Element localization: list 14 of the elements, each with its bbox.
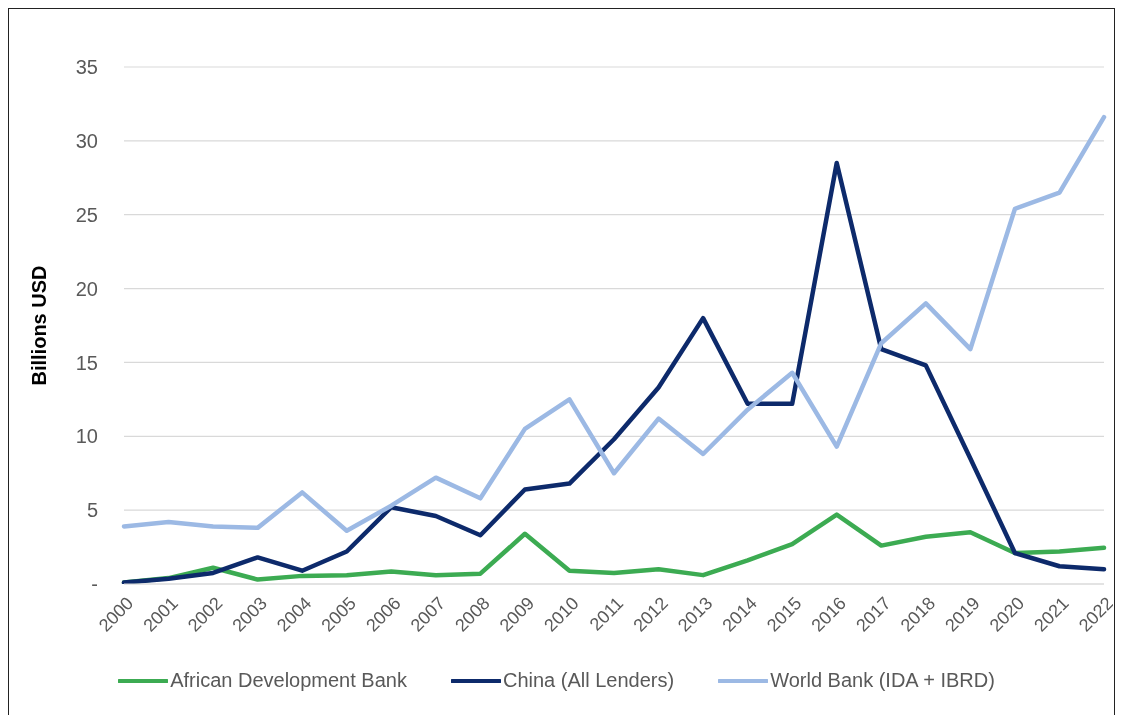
y-tick-label: 15 bbox=[75, 351, 98, 374]
line-series bbox=[121, 114, 1107, 534]
y-axis-title: Billions USD bbox=[28, 265, 51, 386]
legend-label: World Bank (IDA + IBRD) bbox=[770, 669, 995, 692]
y-tick-label: 10 bbox=[75, 425, 98, 448]
y-tick-label: - bbox=[91, 573, 98, 596]
legend-label: China (All Lenders) bbox=[502, 669, 675, 692]
y-tick-label: 5 bbox=[86, 499, 98, 522]
line-series bbox=[121, 160, 1107, 584]
y-tick-label: 35 bbox=[75, 56, 98, 79]
y-tick-label: 25 bbox=[75, 203, 98, 226]
y-tick-label: 30 bbox=[75, 129, 98, 152]
y-tick-label: 20 bbox=[75, 277, 98, 300]
legend-label: African Development Bank bbox=[170, 669, 407, 692]
